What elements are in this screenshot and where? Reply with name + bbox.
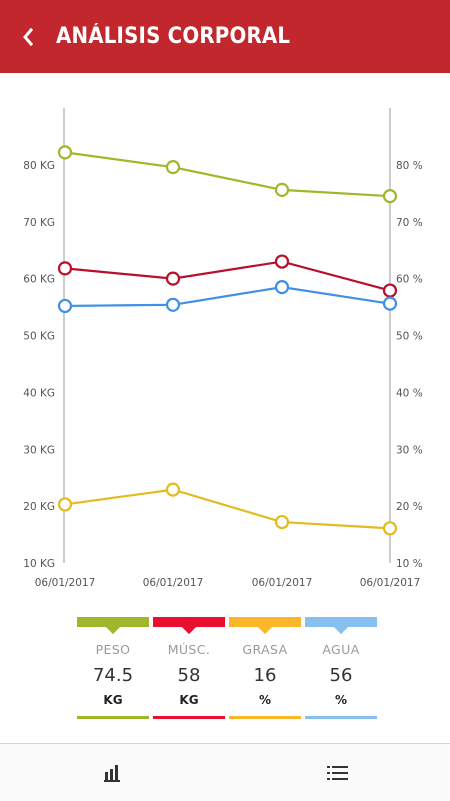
data-point xyxy=(57,145,73,160)
legend-unit: KG xyxy=(103,693,123,707)
legend-value: 74.5 xyxy=(92,665,134,686)
data-point xyxy=(274,254,290,269)
data-point xyxy=(382,283,398,298)
legend-item: MÚSC. 58 KG xyxy=(153,617,225,719)
legend-color-bar xyxy=(229,617,301,635)
legend-color-bar xyxy=(77,617,149,635)
legend-item: GRASA 16% xyxy=(229,617,301,719)
series-line xyxy=(64,260,391,292)
legend-underline xyxy=(153,716,225,719)
y-tick-right: 50 % xyxy=(396,331,423,343)
legend-underline xyxy=(229,716,301,719)
series-line xyxy=(64,488,391,530)
body-analysis-chart: 10 KG 20 KG 30 KG 40 KG 50 KG 60 KG 70 KG 80 KG… xyxy=(23,108,423,589)
legend-value: 16 xyxy=(253,665,277,686)
legend-label: AGUA xyxy=(322,642,360,657)
y-tick-left: 60 KG xyxy=(23,274,55,286)
list-icon xyxy=(327,765,348,780)
legend-unit: % xyxy=(334,693,348,707)
y-tick-right: 40 % xyxy=(396,387,423,399)
legend-item: PESO 74.5 KG xyxy=(77,617,149,719)
y-tick-left: 70 KG xyxy=(23,217,55,229)
legend-pointer xyxy=(333,619,349,635)
legend-underline xyxy=(77,716,149,719)
data-point xyxy=(57,497,73,512)
y-tick-left: 80 KG xyxy=(23,160,55,172)
x-tick-label: 06/01/2017 xyxy=(360,577,421,589)
legend-pointer xyxy=(105,619,121,635)
app-header: ANÁLISIS CORPORAL xyxy=(0,0,450,73)
chevron-left-icon xyxy=(23,27,34,46)
legend-label: PESO xyxy=(95,642,131,657)
legend-unit: KG xyxy=(179,693,199,707)
data-point xyxy=(274,280,290,295)
x-tick-label: 06/01/2017 xyxy=(143,577,204,589)
y-tick-right: 80 % xyxy=(396,160,423,172)
data-point xyxy=(57,261,73,276)
legend-color-bar xyxy=(153,617,225,635)
legend-item: AGUA 56% xyxy=(305,617,377,719)
data-point xyxy=(57,298,73,314)
series-line xyxy=(64,286,391,308)
chart-view-button[interactable] xyxy=(83,744,143,801)
x-tick-label: 06/01/2017 xyxy=(35,577,96,589)
legend-underline xyxy=(305,716,377,719)
legend-pointer xyxy=(257,619,273,635)
data-point xyxy=(382,521,398,536)
series-line xyxy=(64,151,391,198)
bar-chart-icon xyxy=(104,764,120,782)
data-point xyxy=(165,160,181,175)
legend-color-bar xyxy=(305,617,377,635)
x-tick-label: 06/01/2017 xyxy=(252,577,313,589)
back-button[interactable] xyxy=(0,0,56,73)
data-point xyxy=(165,271,181,286)
legend-label: GRASA xyxy=(242,642,288,657)
legend-label: MÚSC. xyxy=(167,642,211,657)
data-point xyxy=(382,296,398,311)
y-tick-right: 10 % xyxy=(396,558,423,570)
legend-value: 56 xyxy=(329,665,353,686)
y-tick-left: 30 KG xyxy=(23,444,55,456)
y-tick-left: 50 KG xyxy=(23,331,55,343)
y-tick-right: 60 % xyxy=(396,274,423,286)
y-tick-right: 30 % xyxy=(396,444,423,456)
data-point xyxy=(382,189,398,204)
y-tick-right: 70 % xyxy=(396,217,423,229)
data-point xyxy=(274,182,290,198)
y-tick-left: 40 KG xyxy=(23,387,55,399)
y-tick-left: 20 KG xyxy=(23,501,55,513)
data-point xyxy=(165,297,181,312)
legend-value: 58 xyxy=(177,665,201,686)
data-point xyxy=(274,514,290,530)
page-title: ANÁLISIS CORPORAL xyxy=(56,24,291,49)
data-point xyxy=(165,482,181,497)
legend-unit: % xyxy=(258,693,272,707)
y-tick-right: 20 % xyxy=(396,501,423,513)
list-view-button[interactable] xyxy=(308,744,368,801)
chart-legend: PESO 74.5 KG MÚSC. 58 KG GRASA 16% AGUA 56% xyxy=(77,617,377,719)
y-tick-left: 10 KG xyxy=(23,558,55,570)
bottom-nav xyxy=(0,743,450,801)
legend-pointer xyxy=(181,619,197,635)
